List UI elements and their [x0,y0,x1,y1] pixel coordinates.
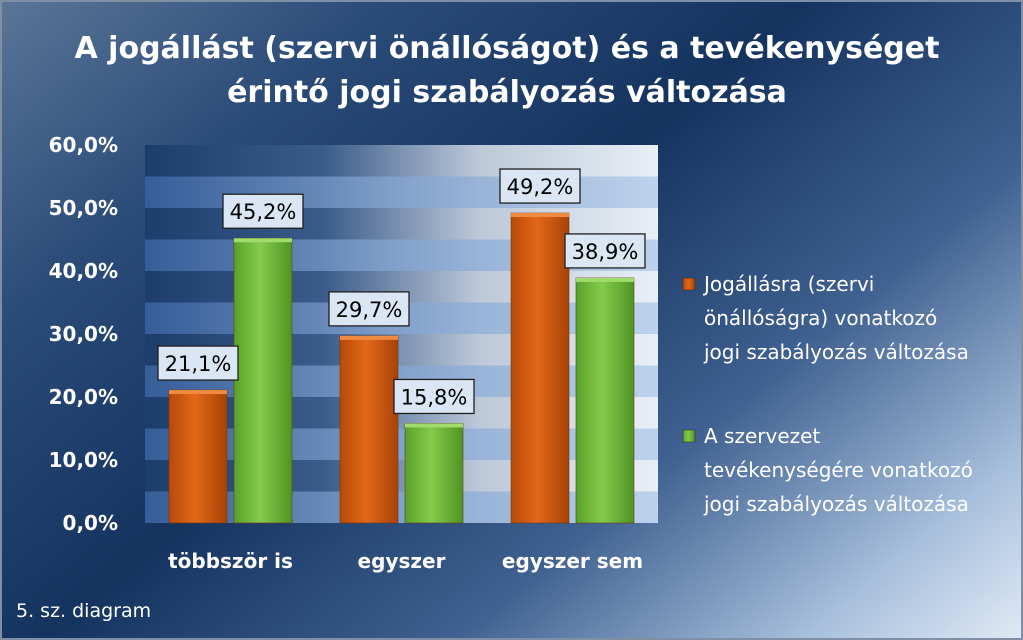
data-label: 38,9% [572,240,639,264]
legend-entry-text: A szervezet [704,424,820,448]
legend-swatch-0 [682,277,696,291]
y-tick-label: 10,0% [49,448,118,472]
bar-jogallas-1 [339,335,399,524]
data-label: 15,8% [401,385,468,409]
y-tick-label: 30,0% [49,322,118,346]
legend-entry-text: önállóságra) vonatkozó [704,306,937,330]
legend: Jogállásra (szervi önállóságra) vonatkozó… [682,272,973,516]
data-label: 49,2% [507,175,574,199]
gridline-band [145,491,658,523]
bar-top-highlight [576,277,634,282]
x-category-label: egyszer [358,549,446,573]
data-label-box [393,378,475,415]
bar-jogallas-2 [510,212,570,524]
y-tick-label: 40,0% [49,259,118,283]
bar-top-highlight [511,213,569,218]
x-category-label: egyszer sem [502,549,643,573]
legend-entry-text: Jogállásra (szervi [702,272,874,296]
data-label: 21,1% [165,352,232,376]
y-tick-label: 0,0% [63,511,118,535]
data-label-box [328,291,410,327]
legend-entry-text: jogi szabályozás változása [703,340,969,364]
legend-entry-text: tevékenységére vonatkozó [704,458,973,482]
chart-title-line-2: érintő jogi szabályozás változása [227,75,787,110]
data-label-box [157,345,239,381]
diagram-caption: 5. sz. diagram [16,600,152,622]
y-tick-label: 50,0% [49,196,118,220]
legend-entry-text: jogi szabályozás változása [703,492,969,516]
y-axis-tick-labels: 0,0% 10,0% 20,0% 30,0% 40,0% 50,0% 60,0% [49,133,118,535]
bar-jogallas-0 [168,389,228,524]
bar-tevekenyseg-2 [575,277,635,524]
x-category-label: többször is [168,549,293,573]
data-label-box [499,168,581,204]
legend-swatch-1 [682,429,696,443]
data-labels: 21,1% 45,2% 29,7% 15,8% 49,2% 38,9% [157,168,646,415]
data-label: 29,7% [336,298,403,322]
bar-top-highlight [340,335,398,340]
data-label-box [564,233,646,269]
gridline-band [145,428,658,460]
gridline-band [145,176,658,208]
bar-tevekenyseg-1 [404,423,464,524]
bar-top-highlight [405,423,463,428]
bar-series [168,212,635,524]
data-label-box [222,193,304,229]
chart-title-line-1: A jogállást (szervi önállóságot) és a te… [75,31,940,66]
data-label: 45,2% [230,200,297,224]
y-tick-label: 60,0% [49,133,118,157]
bar-top-highlight [234,238,292,243]
y-tick-label: 20,0% [49,385,118,409]
bar-tevekenyseg-0 [233,237,293,524]
x-axis-category-labels: többször is egyszer egyszer sem [168,549,643,573]
bar-top-highlight [169,390,227,395]
